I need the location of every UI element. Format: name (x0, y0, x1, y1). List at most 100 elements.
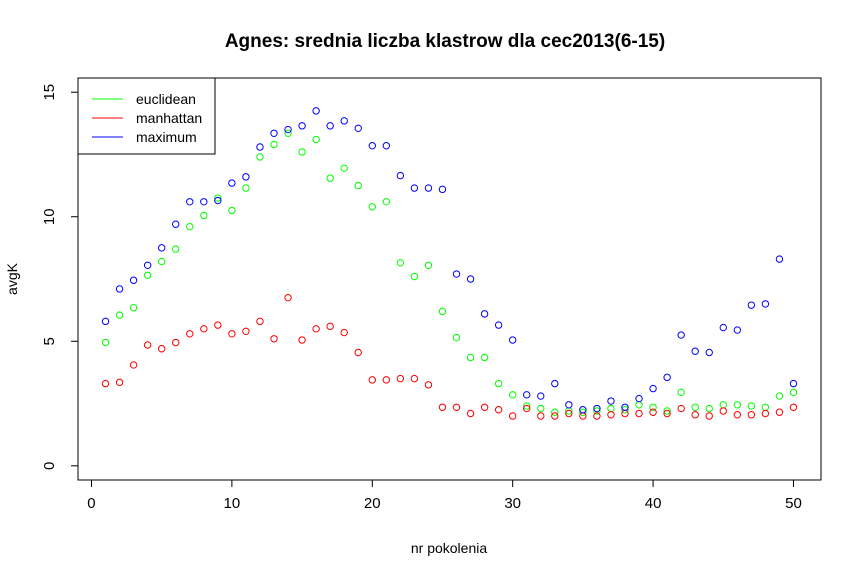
point-manhattan (480, 403, 489, 411)
point-maximum (129, 276, 138, 284)
legend-box (77, 77, 216, 155)
point-manhattan (368, 376, 376, 384)
point-manhattan (775, 408, 784, 416)
point-euclidean (129, 303, 138, 312)
y-tick-label: 5 (41, 337, 58, 345)
point-maximum (593, 404, 601, 413)
point-euclidean (410, 272, 419, 281)
point-euclidean (551, 408, 559, 416)
point-euclidean (593, 407, 601, 415)
point-euclidean (368, 203, 376, 211)
point-manhattan (270, 335, 278, 343)
point-euclidean (354, 181, 362, 190)
x-tick-label: 20 (364, 495, 381, 512)
point-manhattan (747, 411, 756, 419)
point-euclidean (691, 403, 699, 411)
x-tick-label: 50 (785, 495, 802, 512)
point-euclidean (508, 391, 517, 399)
chart-title: Agnes: srednia liczba klastrow dla cec20… (225, 31, 665, 52)
point-maximum (677, 331, 685, 339)
point-manhattan (284, 293, 292, 302)
point-manhattan (635, 409, 643, 418)
point-manhattan (761, 409, 770, 418)
point-maximum (719, 323, 727, 332)
point-maximum (298, 122, 306, 130)
point-manhattan (438, 403, 447, 411)
y-axis-label: avgK (4, 262, 20, 295)
point-manhattan (256, 317, 264, 326)
point-manhattan (214, 321, 222, 329)
point-manhattan (326, 322, 334, 331)
legend-label-manhattan: manhattan (136, 110, 202, 126)
point-maximum (705, 348, 713, 357)
point-maximum (663, 373, 671, 382)
point-manhattan (228, 330, 236, 338)
y-axis: 0 5 10 15 (41, 84, 79, 470)
point-maximum (228, 179, 236, 187)
y-tick-label: 0 (41, 462, 58, 470)
point-maximum (143, 261, 152, 270)
point-manhattan (733, 411, 742, 419)
point-euclidean (705, 404, 713, 413)
point-maximum (242, 173, 250, 181)
point-euclidean (747, 402, 756, 410)
point-euclidean (789, 388, 798, 397)
point-maximum (789, 379, 798, 388)
point-euclidean (649, 403, 657, 411)
point-euclidean (480, 353, 489, 362)
point-maximum (326, 122, 334, 130)
point-manhattan (143, 341, 152, 349)
point-maximum (368, 142, 376, 150)
point-manhattan (129, 361, 138, 369)
point-euclidean (438, 307, 447, 316)
point-maximum (214, 196, 222, 205)
point-manhattan (607, 411, 615, 419)
point-euclidean (494, 379, 503, 388)
point-manhattan (466, 409, 475, 418)
point-manhattan (691, 411, 699, 419)
point-manhattan (663, 409, 671, 418)
point-maximum (186, 198, 194, 206)
point-manhattan (172, 338, 180, 347)
point-euclidean (242, 184, 250, 192)
data-points (101, 107, 798, 420)
point-maximum (621, 403, 629, 411)
point-euclidean (326, 174, 334, 182)
point-euclidean (186, 222, 194, 231)
point-manhattan (579, 412, 587, 420)
point-maximum (200, 198, 208, 206)
point-manhattan (186, 330, 194, 338)
point-euclidean (256, 153, 264, 161)
point-euclidean (761, 403, 770, 411)
y-tick-label: 10 (41, 208, 58, 225)
point-maximum (607, 397, 615, 405)
point-euclidean (537, 404, 545, 413)
point-manhattan (382, 376, 391, 384)
point-maximum (551, 379, 559, 388)
point-manhattan (551, 412, 559, 420)
point-manhattan (101, 379, 110, 388)
point-maximum (101, 317, 110, 326)
point-manhattan (298, 336, 306, 344)
x-axis: 0 10 20 30 40 50 (87, 479, 802, 512)
point-maximum (256, 143, 264, 151)
point-euclidean (340, 164, 348, 172)
point-euclidean (298, 148, 306, 156)
point-manhattan (340, 328, 348, 337)
point-euclidean (284, 129, 292, 137)
point-maximum (649, 384, 657, 393)
point-maximum (635, 394, 643, 403)
point-manhattan (677, 404, 685, 413)
point-euclidean (115, 311, 124, 319)
legend: euclidean manhattan maximum (77, 77, 216, 155)
point-euclidean (143, 271, 152, 279)
point-manhattan (565, 409, 573, 418)
point-manhattan (157, 345, 166, 353)
point-maximum (579, 406, 587, 414)
point-maximum (157, 244, 166, 252)
point-maximum (438, 185, 447, 194)
point-maximum (452, 270, 461, 278)
point-euclidean (523, 402, 531, 410)
point-manhattan (312, 325, 320, 333)
